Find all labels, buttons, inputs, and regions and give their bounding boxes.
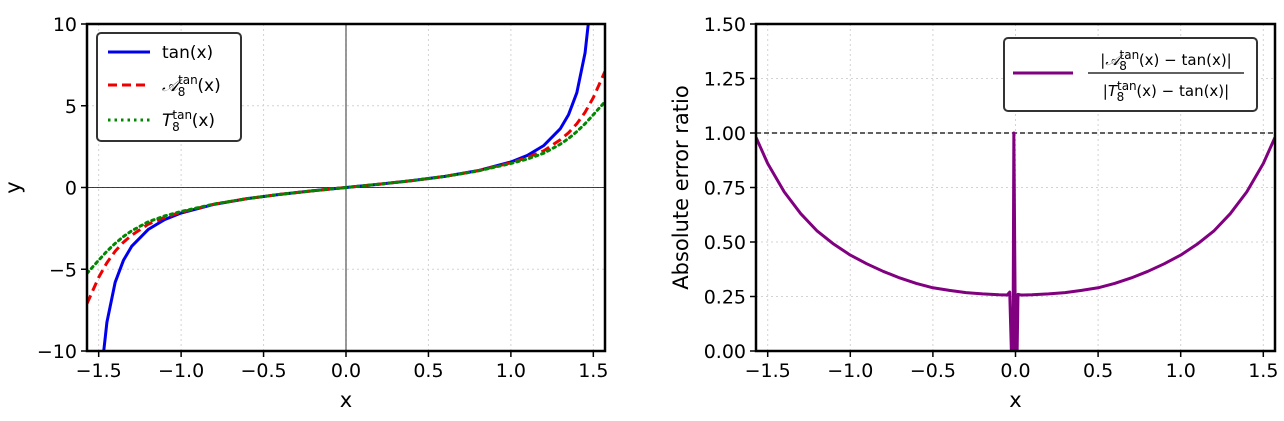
- x-tick-label-1: −1.0: [827, 360, 873, 382]
- x-axis-title: x: [1009, 388, 1021, 412]
- legend-num-sup: tan: [1120, 48, 1140, 62]
- chart-right-error-ratio: −1.5 −1.0 −0.5 0.0 0.5 1.0 1.5 0.00 0.25 0.50 0.75…: [669, 14, 1278, 412]
- x-tick-label-3: 0.0: [331, 360, 361, 382]
- y-tick-label-3: 5: [65, 96, 77, 118]
- series-line-0: [756, 131, 1275, 351]
- legend-label-tail: (x): [197, 76, 220, 96]
- legend-label-sup: tan: [172, 108, 192, 122]
- x-tick-label-1: −1.0: [158, 360, 204, 382]
- legend-label-0: tan(x): [162, 43, 213, 63]
- legend-label-tail: (x): [192, 111, 215, 131]
- axis-ticks: −1.5 −1.0 −0.5 0.0 0.5 1.0 1.5 −10 −5 0 5 10: [37, 14, 609, 382]
- series-line-1: [87, 70, 605, 305]
- y-tick-label-4: 10: [53, 14, 77, 36]
- y-tick-label-3: 0.75: [704, 178, 746, 200]
- x-tick-label-2: −0.5: [910, 360, 956, 382]
- legend: |𝒜tan 8 (x) − tan(x)||Ttan 8 (x) − tan(x)|: [1003, 37, 1258, 112]
- legend-label-1: 𝒜tan 8 (x): [162, 73, 221, 99]
- legend-num-main: |𝒜: [1100, 51, 1124, 69]
- legend-den-sub: 8: [1117, 90, 1125, 104]
- legend-label-main: T: [162, 111, 174, 131]
- series-line-2: [87, 100, 605, 275]
- legend-label-main: tan(x): [162, 43, 213, 63]
- legend-label-2: Ttan 8 (x): [162, 108, 215, 134]
- legend-den-tail: (x) − tan(x)|: [1136, 82, 1229, 100]
- x-tick-label-5: 1.0: [1166, 360, 1196, 382]
- x-tick-label-2: −0.5: [240, 360, 286, 382]
- x-tick-label-0: −1.5: [76, 360, 122, 382]
- y-tick-label-2: 0.50: [704, 232, 746, 254]
- axis-ticks: −1.5 −1.0 −0.5 0.0 0.5 1.0 1.5 0.00 0.25 0.50 0.75…: [704, 14, 1279, 382]
- y-tick-label-1: 0.25: [704, 287, 746, 309]
- legend-box: [96, 32, 242, 142]
- chart-left-tan-approximations: −1.5 −1.0 −0.5 0.0 0.5 1.0 1.5−10−50510xytan(x…: [1, 14, 609, 412]
- y-tick-label-0: 0.00: [704, 341, 746, 363]
- legend-den-sup: tan: [1117, 79, 1137, 93]
- x-tick-label-3: 0.0: [1000, 360, 1030, 382]
- legend-num-sub: 8: [1119, 59, 1127, 73]
- legend-label-main: 𝒜: [162, 76, 183, 96]
- y-tick-label-5: 1.25: [704, 69, 746, 91]
- x-tick-label-6: 1.5: [1248, 360, 1278, 382]
- series-group: [756, 131, 1275, 351]
- legend-denominator: |Ttan 8 (x) − tan(x)|: [1103, 79, 1229, 104]
- x-tick-label-5: 1.0: [496, 360, 526, 382]
- x-tick-label-0: −1.5: [745, 360, 791, 382]
- y-tick-label-0: −10: [37, 341, 77, 363]
- x-tick-label-4: 0.5: [1083, 360, 1113, 382]
- legend-label-sup: tan: [178, 73, 198, 87]
- legend-den-main: |T: [1103, 82, 1119, 100]
- x-tick-label-4: 0.5: [413, 360, 443, 382]
- y-tick-label-2: 0: [65, 178, 77, 200]
- legend-label-sub: 8: [172, 120, 180, 134]
- series-group: [87, 24, 605, 351]
- legend-num-tail: (x) − tan(x)|: [1139, 51, 1232, 69]
- legend-numerator: |𝒜tan 8 (x) − tan(x)|: [1100, 48, 1231, 73]
- x-axis-title: x: [340, 388, 352, 412]
- legend-label-sub: 8: [178, 85, 186, 99]
- y-tick-label-4: 1.00: [704, 123, 746, 145]
- legend: tan(x)𝒜tan 8 (x)Ttan 8 (x): [96, 32, 242, 142]
- y-axis-title: Absolute error ratio: [669, 85, 693, 289]
- y-tick-label-1: −5: [49, 259, 77, 281]
- y-tick-label-6: 1.50: [704, 14, 746, 36]
- legend-box: [1003, 37, 1258, 112]
- x-tick-label-6: 1.5: [578, 360, 608, 382]
- y-axis-title: y: [1, 181, 25, 193]
